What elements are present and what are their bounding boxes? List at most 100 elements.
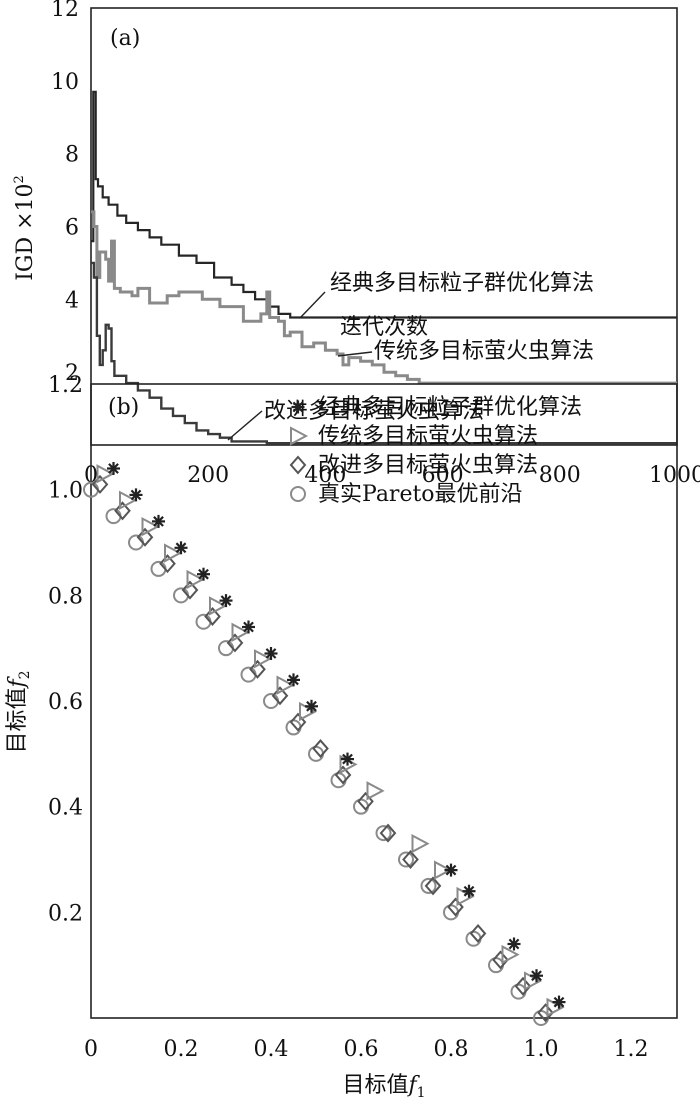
y-tick-label-b: 0.4 [48, 796, 83, 821]
scatter-point-triangle-right [434, 860, 453, 880]
scatter-point-circle [465, 930, 482, 947]
scatter-point-asterisk [264, 647, 278, 660]
y-tick-label-b: 0.8 [48, 584, 83, 609]
scatter-point-triangle-right [501, 944, 520, 965]
x-axis-label-b: 目标值f1 [342, 1073, 425, 1101]
scatter-point-diamond [469, 923, 487, 943]
scatter-point-diamond [447, 897, 464, 917]
scatter-point-diamond [181, 580, 199, 600]
plot-frame-a [90, 7, 678, 446]
scatter-point-diamond [289, 712, 307, 732]
annotation-leader-line [299, 291, 326, 319]
scatter-point-circle [173, 587, 189, 604]
scatter-point-triangle-right [524, 971, 543, 991]
legend-marker-diamond [289, 455, 307, 475]
y-tick-label-b: 1.2 [48, 373, 83, 398]
y-tick-label-a: 2 [65, 361, 79, 386]
series-line-a [91, 261, 677, 445]
scatter-point-diamond [312, 739, 329, 759]
x-tick-label-b: 0 [84, 1037, 98, 1062]
legend-label-b: 传统多目标萤火虫算法 [318, 424, 538, 449]
scatter-point-diamond [514, 976, 532, 996]
scatter-point-asterisk [552, 995, 566, 1009]
scatter-point-diamond [492, 950, 509, 970]
scatter-point-triangle-right [164, 543, 183, 563]
scatter-point-diamond [424, 876, 442, 896]
scatter-point-circle [510, 983, 527, 1000]
y-axis-label-a: IGD ×102 [12, 175, 38, 281]
scatter-point-triangle-right [186, 569, 205, 590]
legend-b: 经典多目标粒子群优化算法传统多目标萤火虫算法改进多目标萤火虫算法真实Pareto… [289, 395, 582, 507]
x-tick-label-a: 600 [422, 463, 464, 488]
y-tick-label-b: 0.6 [48, 690, 83, 715]
scatter-point-asterisk [129, 488, 143, 502]
legend-marker-triangle-right [290, 426, 309, 446]
plot-frame-b [90, 383, 678, 1019]
y-tick-label-a: 10 [51, 70, 79, 95]
x-tick-label-b: 0.4 [254, 1037, 289, 1062]
scatter-point-circle [353, 798, 369, 815]
x-tick-label-a: 200 [187, 463, 229, 488]
series-annotation-a: 传统多目标萤火虫算法 [374, 339, 594, 364]
legend-label-b: 经典多目标粒子群优化算法 [318, 395, 582, 420]
legend-label-b: 真实Pareto最优前沿 [318, 482, 523, 507]
y-tick-label-b: 1.0 [48, 479, 83, 504]
x-tick-label-b: 0.8 [434, 1037, 469, 1062]
scatter-point-diamond [114, 501, 131, 521]
x-tick-label-a: 1000 [649, 463, 700, 488]
scatter-point-circle [195, 613, 212, 630]
scatter-point-asterisk [107, 462, 120, 475]
y-axis-label-a-text: IGD ×10 [13, 183, 38, 280]
panel-label-a: (a) [110, 26, 140, 51]
scatter-point-circle [128, 534, 144, 551]
scatter-point-circle [308, 745, 324, 762]
scatter-point-circle [420, 877, 437, 894]
scatter-point-asterisk [152, 514, 165, 528]
scatter-point-circle [218, 640, 234, 657]
x-axis-label-b-text: 目标值 [342, 1073, 408, 1098]
scatter-point-asterisk [305, 699, 318, 713]
series-line-a [91, 210, 677, 385]
y-tick-label-a: 6 [65, 216, 79, 241]
y-tick-label-a: 8 [65, 143, 79, 168]
scatter-point-triangle-right [231, 622, 250, 642]
scatter-point-diamond [204, 606, 221, 626]
scatter-point-triangle-right [254, 649, 273, 669]
x-tick-label-b: 1.2 [614, 1037, 649, 1062]
scatter-point-asterisk [287, 673, 300, 687]
scatter-point-asterisk [530, 969, 543, 983]
scatter-point-triangle-right [276, 675, 295, 695]
scatter-point-triangle-right [411, 833, 430, 854]
legend-marker-asterisk [291, 400, 305, 414]
scatter-point-triangle-right [299, 701, 318, 722]
legend-label-b: 改进多目标萤火虫算法 [318, 453, 538, 478]
scatter-point-circle [263, 693, 279, 709]
annotation-leader-line [227, 410, 263, 441]
scatter-point-circle [443, 904, 459, 921]
scatter-point-asterisk [174, 541, 188, 555]
panel-label-b: (b) [108, 395, 139, 420]
x-tick-label-a: 800 [539, 463, 581, 488]
scatter-point-circle [375, 825, 392, 842]
scatter-point-circle [488, 957, 504, 974]
scatter-point-diamond [91, 474, 109, 494]
legend-marker-circle [290, 486, 306, 502]
scatter-point-diamond [537, 1003, 554, 1023]
x-ticks-a: 0 200 400 600 800 1000 [84, 463, 700, 488]
y-tick-label-a: 12 [51, 0, 79, 22]
scatter-point-diamond [334, 765, 352, 785]
scatter-point-circle [150, 560, 167, 577]
series-annotation-a: 经典多目标粒子群优化算法 [330, 271, 594, 296]
x-tick-label-a: 400 [304, 463, 346, 488]
series-line-a [91, 90, 677, 319]
y-axis-label-b-text: 目标值 [5, 688, 30, 754]
scatter-point-circle [285, 719, 302, 736]
y-tick-label-b: 0.2 [48, 901, 83, 926]
scatter-point-asterisk [462, 884, 476, 898]
scatter-point-circle [240, 666, 257, 683]
scatter-point-asterisk [507, 937, 521, 951]
y-axis-label-a-exponent: 2 [12, 175, 27, 183]
x-axis-label-b-sub: 1 [417, 1085, 426, 1101]
y-axis-label-b-sub: 2 [17, 670, 33, 679]
